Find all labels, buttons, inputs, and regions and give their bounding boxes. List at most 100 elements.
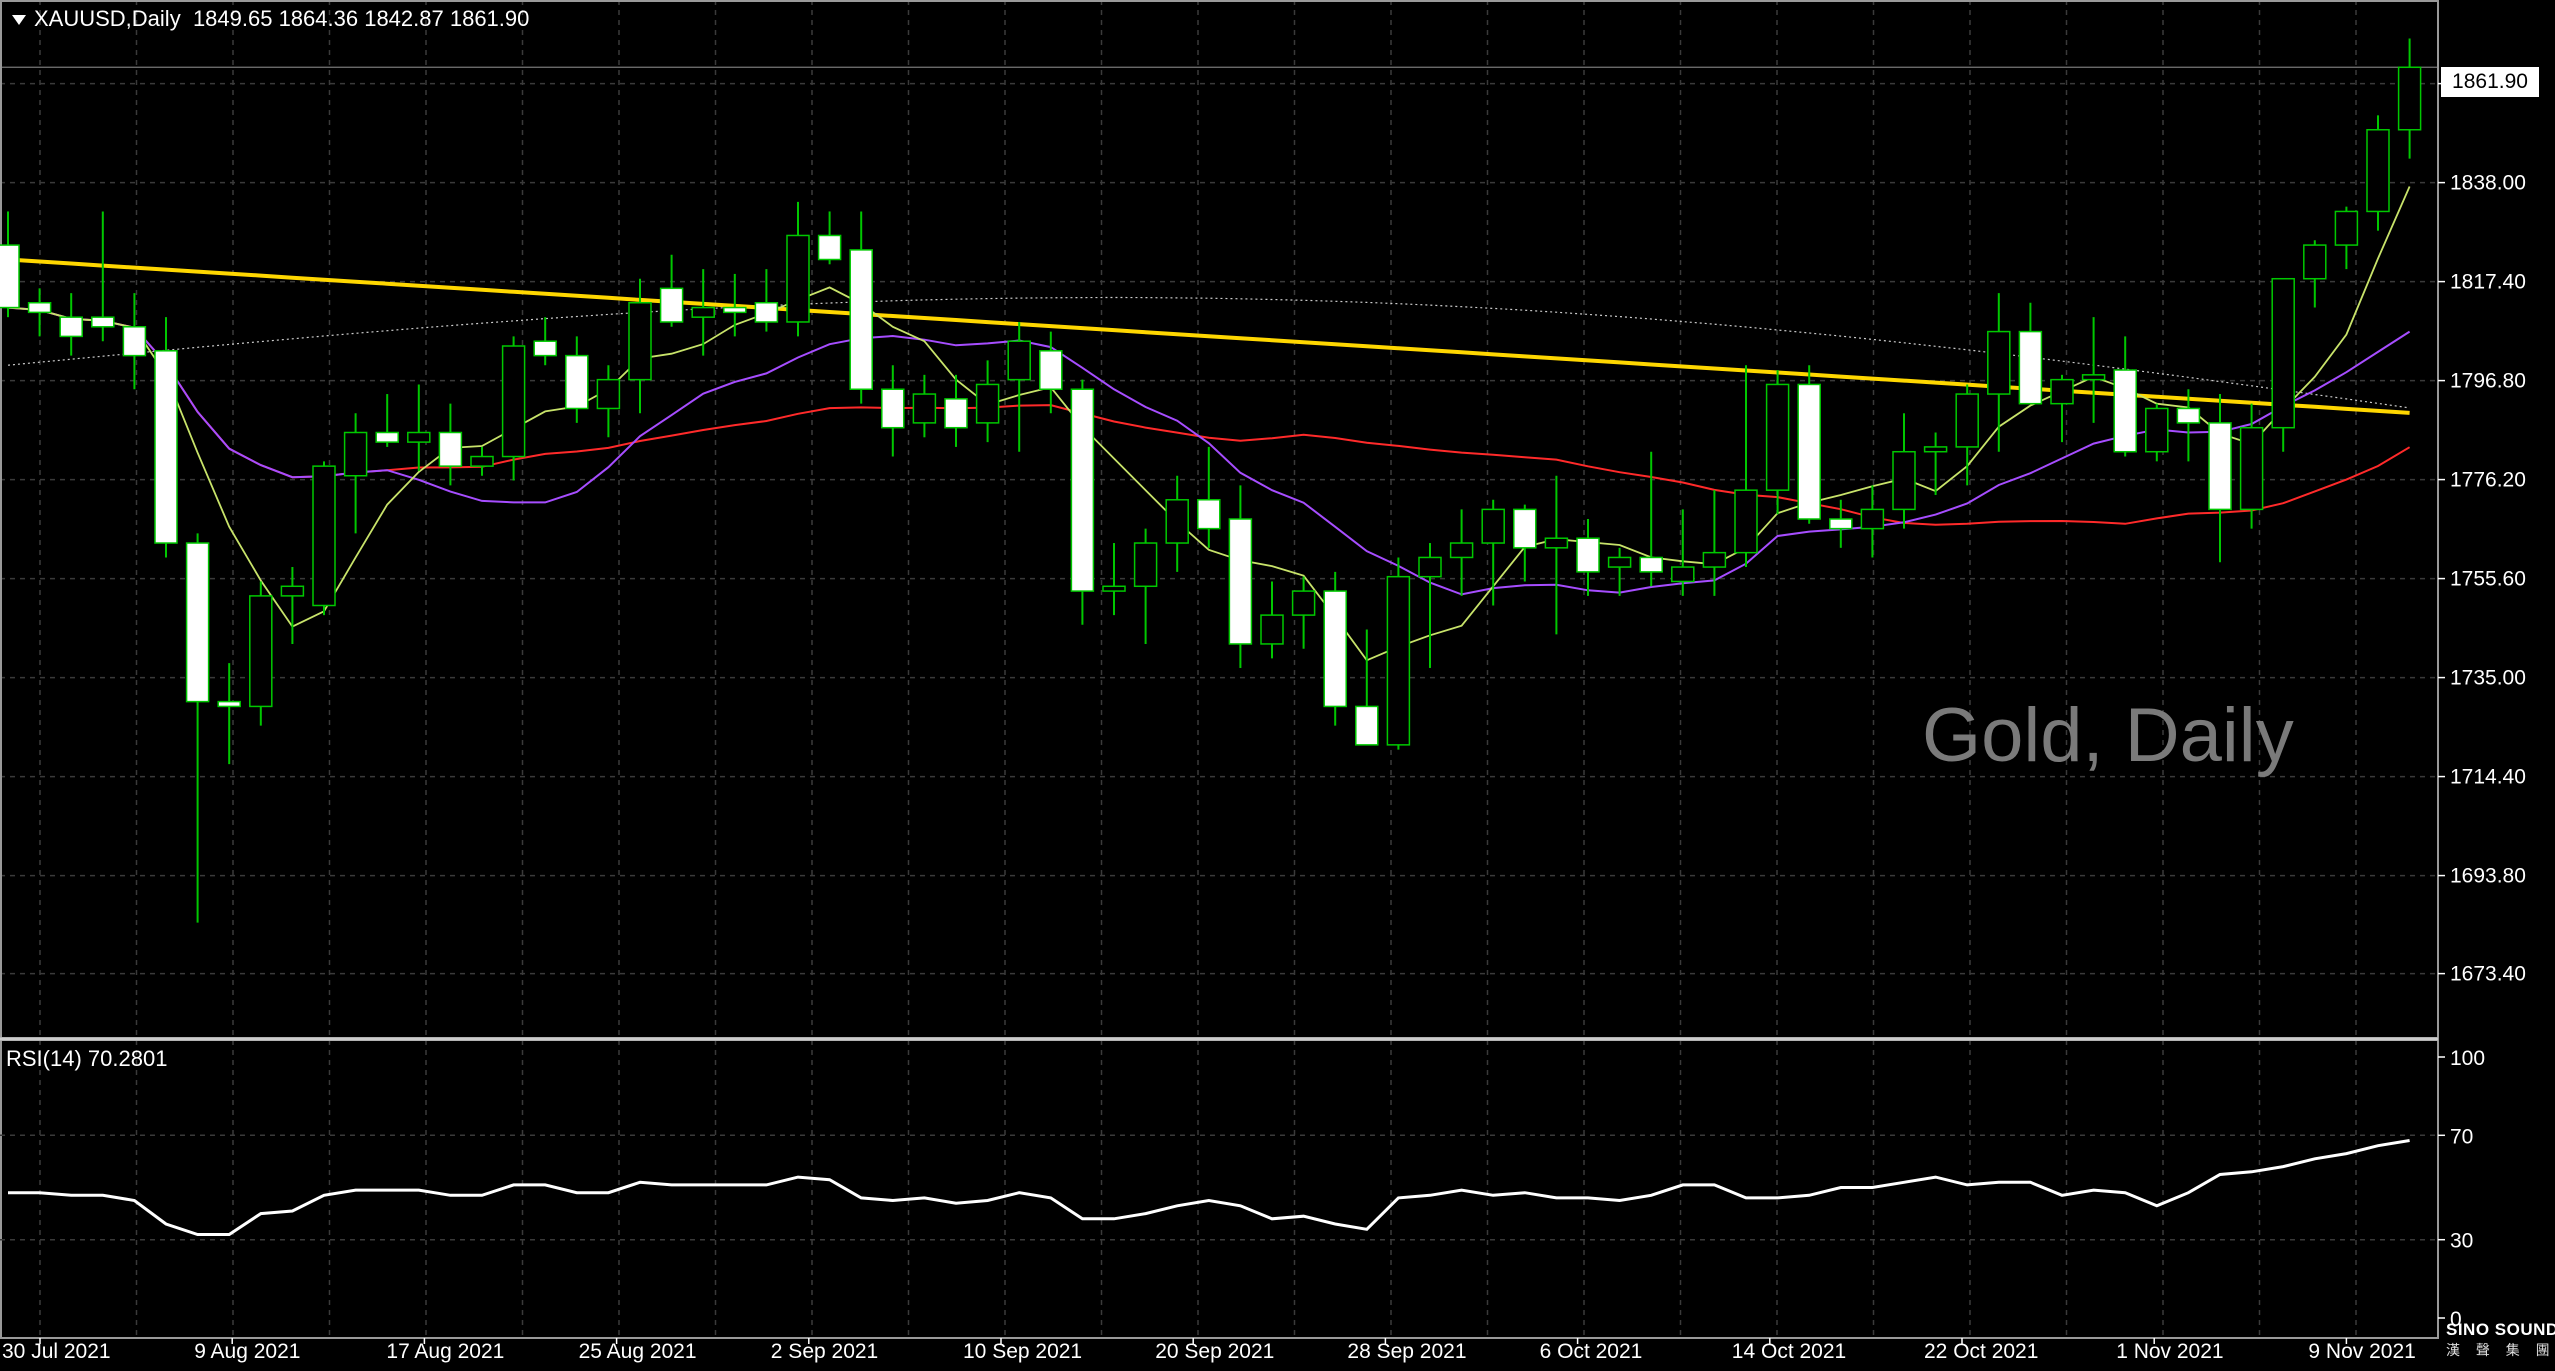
candle [1513,504,1537,582]
y-tick-label: 1755.60 [2450,568,2526,591]
candle [2239,403,2264,529]
ma-mid-line [7,306,2411,596]
bear-candle-body [1639,556,1663,573]
candle [754,269,779,332]
rsi-tick-label: 70 [2450,1125,2473,1148]
bull-candle-body [628,302,652,381]
bull-candle-body [1481,508,1505,544]
candle [91,211,115,342]
ma-long-line [7,257,2410,415]
ma-fast-line [7,186,2411,662]
bull-candle-body [1007,340,1031,381]
bull-candle-body [407,431,431,443]
bull-candle-body [2366,129,2390,213]
rsi-path [8,1139,2410,1236]
bear-candle-body [1070,388,1095,592]
brand-sub: 漢 聲 集 團 [2446,1342,2555,1358]
bull-candle-body [343,431,368,477]
bear-candle-body [881,388,905,429]
bull-candle-body [2081,374,2106,381]
bull-candle-body [1102,585,1126,592]
bull-candle-body [1955,393,1979,448]
bear-candle-body [375,431,399,443]
bull-candle-body [2145,407,2169,453]
x-tick-label: 14 Oct 2021 [1732,1340,1846,1363]
x-tick-label: 20 Sep 2021 [1155,1340,1274,1363]
bull-candle-body [1702,551,1727,568]
bull-candle-body [1449,542,1474,559]
candle [1133,528,1158,644]
bear-candle-body [659,287,684,323]
candle [249,581,273,726]
x-tick-label: 1 Nov 2021 [2116,1340,2223,1363]
y-tick-label: 1838.00 [2450,172,2526,195]
rsi-axis: 100 70 30 0 [0,1047,2485,1331]
bear-candle-body [91,316,115,328]
watermark: Gold, Daily [1922,693,2294,778]
bear-candle-body [438,431,463,467]
bear-candle-body [1513,508,1537,549]
bull-candle-body [312,465,336,607]
candle [1481,499,1505,606]
time-axis: 30 Jul 2021 9 Aug 2021 17 Aug 2021 25 Aug 2… [2,1338,2416,1363]
rsi-tick-label: 30 [2450,1230,2473,1253]
candle [944,374,968,447]
candle [280,567,305,644]
y-tick-label: 1817.40 [2450,271,2526,294]
candle [407,384,431,471]
bear-candle-body [185,542,210,703]
candle [691,269,715,356]
candle [1260,581,1284,659]
x-tick-label: 28 Sep 2021 [1347,1340,1466,1363]
candle [533,317,557,366]
x-tick-label: 17 Aug 2021 [386,1340,504,1363]
candle [1923,432,1948,495]
chart-header: XAUUSD,Daily 1849.65 1864.36 1842.87 186… [12,6,529,32]
candle [1576,519,1600,596]
brand-name: SINO SOUND [2446,1320,2555,1339]
bear-candle-body [2208,422,2232,511]
bull-candle-body [1418,556,1442,578]
rsi-tick-label: 0 [2450,1308,2462,1331]
bear-candle-body [565,354,589,410]
candle [1639,451,1663,587]
bull-candle-body [2303,244,2327,280]
bull-candle-body [1544,537,1569,549]
ohlc-label: 1849.65 1864.36 1842.87 1861.90 [192,6,530,31]
bear-candle-body [122,326,147,357]
bull-candle-body [596,378,621,410]
current-price-tag: 1861.90 [2441,67,2539,97]
candle [470,446,494,476]
bull-candle-body [2239,426,2264,511]
candle [2366,115,2390,231]
rsi-header: RSI(14) 70.2801 [6,1046,168,1071]
rsi-line [8,1139,2410,1236]
dropdown-triangle-icon[interactable] [12,15,26,26]
candle [375,394,399,447]
x-tick-label: 30 Jul 2021 [2,1340,111,1363]
candle [312,461,336,616]
bull-candle-body [1734,489,1758,554]
bear-candle-body [817,234,842,261]
y-tick-label: 1673.40 [2450,963,2526,986]
candle [2303,240,2327,308]
candle [1355,629,1379,746]
candle [1829,499,1853,548]
bear-candle-body [1197,499,1221,530]
bull-candle-body [1133,542,1158,588]
rsi-tick-label: 100 [2450,1047,2485,1070]
candle [154,317,178,558]
bull-candle-body [2334,210,2359,246]
candle [786,201,810,337]
grid [0,0,2438,1338]
bull-candle-body [501,345,526,458]
candle [2397,38,2422,159]
candle [0,211,20,318]
candle [1987,293,2011,452]
candle [2145,403,2169,462]
bull-candle-body [1165,499,1189,544]
candle [185,533,210,923]
candle [27,288,52,337]
candle [975,360,1000,443]
x-tick-label: 2 Sep 2021 [771,1340,878,1363]
